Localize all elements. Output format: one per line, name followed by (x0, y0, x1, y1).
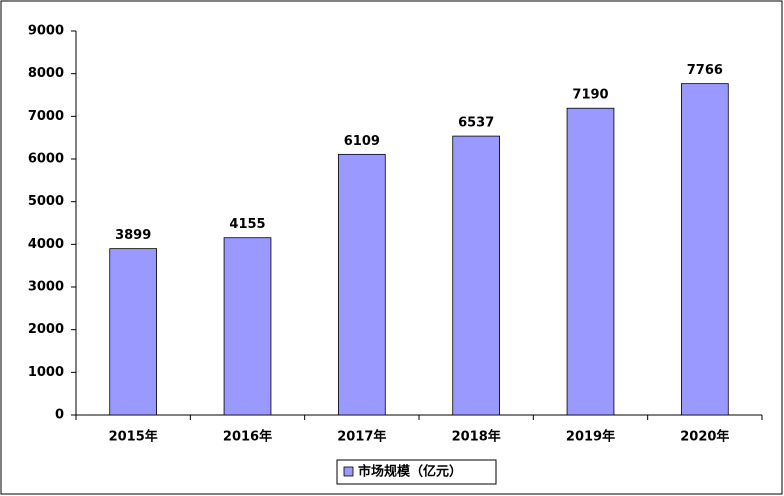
y-tick-label: 4000 (28, 237, 64, 252)
x-tick-label: 2019年 (566, 429, 615, 445)
y-tick-label: 7000 (28, 109, 64, 124)
bar (680, 83, 729, 416)
legend: 市场规模（亿元） (336, 459, 497, 485)
legend-box (336, 459, 497, 485)
data-label: 6537 (458, 116, 494, 131)
data-label: 3899 (115, 228, 151, 243)
y-tick-label: 1000 (28, 365, 64, 380)
y-tick-label: 5000 (28, 194, 64, 209)
y-tick-label: 2000 (28, 322, 64, 337)
legend-swatch (343, 466, 354, 477)
data-label: 4155 (229, 217, 265, 232)
y-tick-label: 6000 (28, 152, 64, 167)
y-tick-label: 3000 (28, 280, 64, 295)
y-tick-label: 8000 (28, 66, 64, 81)
y-tick-label: 0 (55, 408, 64, 423)
bar (109, 248, 158, 416)
x-tick-label: 2020年 (680, 429, 729, 445)
data-label: 6109 (344, 134, 380, 149)
x-tick-label: 2015年 (109, 429, 158, 445)
bar (337, 153, 386, 416)
data-label: 7766 (687, 63, 723, 78)
bar (566, 107, 615, 416)
x-tick-label: 2018年 (452, 429, 501, 445)
bar (223, 237, 272, 416)
bar (452, 135, 501, 416)
y-tick-label: 9000 (28, 24, 64, 39)
data-label: 7190 (572, 88, 608, 103)
legend-label: 市场规模（亿元） (358, 464, 462, 480)
x-tick-label: 2017年 (337, 429, 386, 445)
x-tick-label: 2016年 (223, 429, 272, 445)
